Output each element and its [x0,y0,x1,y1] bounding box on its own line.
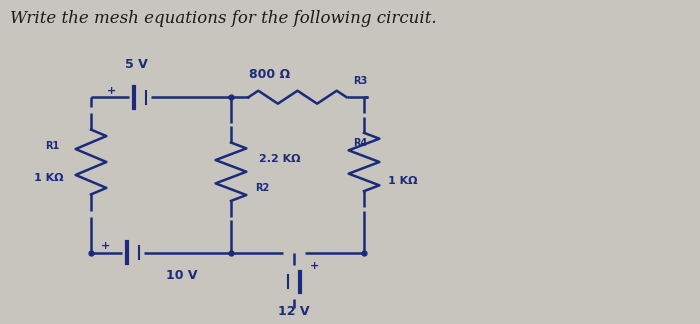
Text: +: + [107,86,117,96]
Text: 2.2 KΩ: 2.2 KΩ [259,154,301,164]
Text: Write the mesh equations for the following circuit.: Write the mesh equations for the followi… [10,10,437,27]
Text: 1 KΩ: 1 KΩ [34,173,64,183]
Text: R3: R3 [354,76,368,86]
Text: 1 KΩ: 1 KΩ [388,177,417,186]
Text: +: + [310,261,320,271]
Text: R2: R2 [256,183,270,193]
Text: R4: R4 [354,138,368,147]
Text: R1: R1 [46,141,60,151]
Text: 5 V: 5 V [125,58,148,71]
Text: 10 V: 10 V [167,269,197,282]
Text: 800 Ω: 800 Ω [249,68,290,81]
Text: 12 V: 12 V [279,305,309,318]
Text: +: + [100,241,110,251]
